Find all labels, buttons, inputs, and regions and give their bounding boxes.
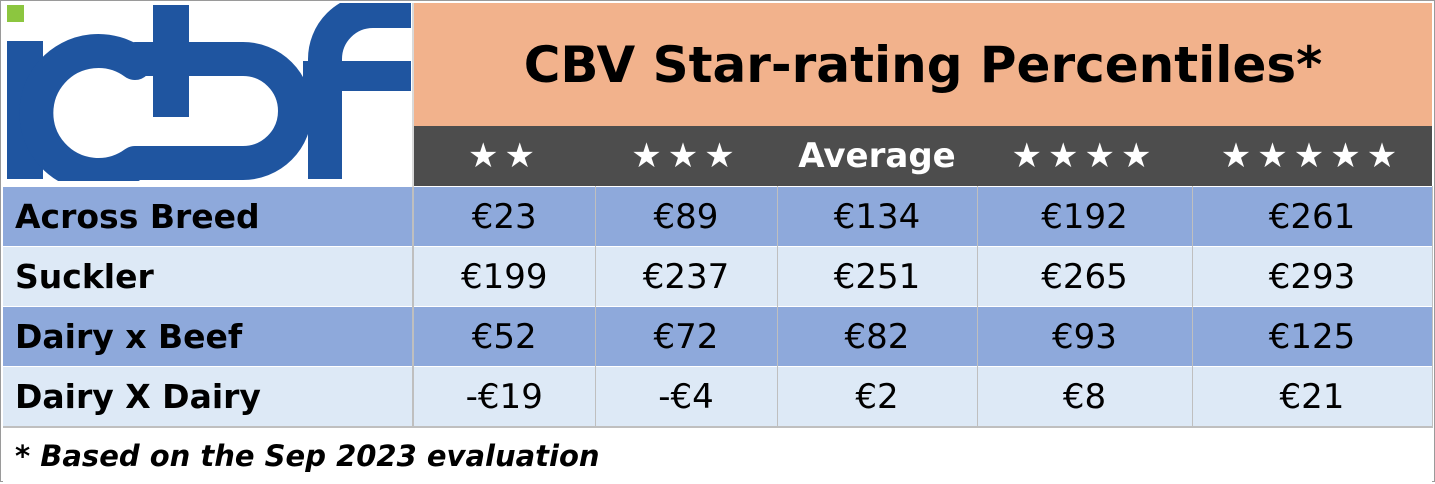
page-title: CBV Star-rating Percentiles* xyxy=(523,35,1323,94)
title-banner: CBV Star-rating Percentiles* xyxy=(412,3,1433,127)
column-header-3-stars: ★★★ xyxy=(595,126,777,187)
table-cell: €265 xyxy=(977,246,1193,307)
table-cell: €2 xyxy=(777,366,978,427)
icbf-logo-icon xyxy=(7,0,411,192)
table-row: Dairy x Beef €52 €72 €82 €93 €125 xyxy=(3,306,1433,367)
table-cell: €89 xyxy=(595,186,778,247)
table-cell: €23 xyxy=(413,186,596,247)
table-cell: €134 xyxy=(777,186,978,247)
table-cell: €82 xyxy=(777,306,978,367)
table-cell: €251 xyxy=(777,246,978,307)
table-cell: €261 xyxy=(1192,186,1433,247)
icbf-logo xyxy=(3,0,414,192)
table-cell: €21 xyxy=(1192,366,1433,427)
column-header-4-stars: ★★★★ xyxy=(977,126,1192,187)
table-cell: €52 xyxy=(413,306,596,367)
row-label: Across Breed xyxy=(3,186,414,247)
table-cell: €125 xyxy=(1192,306,1433,367)
footnote: * Based on the Sep 2023 evaluation xyxy=(3,426,1433,484)
row-label: Dairy x Beef xyxy=(3,306,414,367)
table-row: Suckler €199 €237 €251 €265 €293 xyxy=(3,246,1433,307)
table-cell: €199 xyxy=(413,246,596,307)
row-label: Dairy X Dairy xyxy=(3,366,414,427)
table-cell: -€4 xyxy=(595,366,778,427)
table-cell: €237 xyxy=(595,246,778,307)
table-cell: €72 xyxy=(595,306,778,367)
table-cell: €93 xyxy=(977,306,1193,367)
cbv-percentiles-table: CBV Star-rating Percentiles* ★★ ★★★ Aver… xyxy=(3,0,1433,484)
table-row: Across Breed €23 €89 €134 €192 €261 xyxy=(3,186,1433,247)
table-cell: €192 xyxy=(977,186,1193,247)
table-cell: €8 xyxy=(977,366,1193,427)
column-header-5-stars: ★★★★★ xyxy=(1192,126,1433,187)
table-cell: -€19 xyxy=(413,366,596,427)
column-header-average: Average xyxy=(777,126,977,187)
footnote-row: * Based on the Sep 2023 evaluation xyxy=(3,426,1433,484)
column-header-2-stars: ★★ xyxy=(413,126,595,187)
table-row: Dairy X Dairy -€19 -€4 €2 €8 €21 xyxy=(3,366,1433,427)
table-cell: €293 xyxy=(1192,246,1433,307)
row-label: Suckler xyxy=(3,246,414,307)
